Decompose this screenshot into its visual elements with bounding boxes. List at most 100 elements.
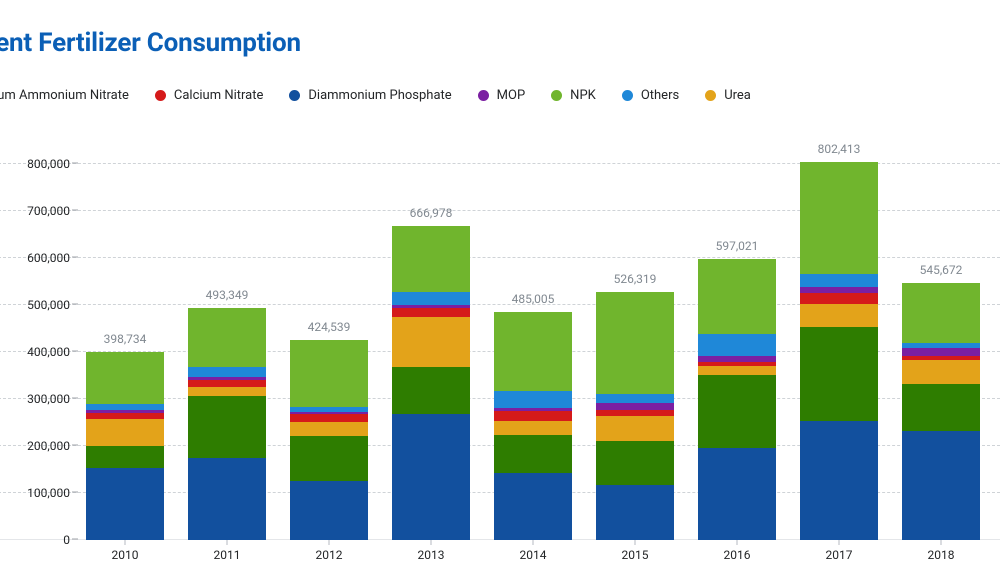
bar-total-label: 493,349 bbox=[206, 288, 249, 302]
legend-item: Diammonium Phosphate bbox=[289, 88, 451, 103]
bar-segment bbox=[902, 431, 980, 540]
legend-item: Others bbox=[622, 88, 679, 103]
bar-segment bbox=[290, 481, 368, 540]
bar-segment bbox=[800, 162, 878, 273]
x-tick-label: 2017 bbox=[826, 548, 853, 562]
bar-segment bbox=[188, 387, 266, 396]
x-tick-mark bbox=[227, 540, 228, 545]
legend-swatch bbox=[622, 90, 633, 101]
bar-segment bbox=[800, 327, 878, 421]
y-tick-mark bbox=[72, 209, 78, 210]
x-tick-mark bbox=[533, 540, 534, 545]
bar-segment bbox=[290, 436, 368, 481]
legend-item: Urea bbox=[705, 88, 751, 103]
y-tick-mark bbox=[72, 303, 78, 304]
bar-segment bbox=[698, 366, 776, 375]
bar-segment bbox=[902, 283, 980, 343]
bar-segment bbox=[596, 403, 674, 410]
bar-segment bbox=[188, 396, 266, 457]
legend-swatch bbox=[289, 90, 300, 101]
bar-segment bbox=[494, 411, 572, 421]
bar-segment bbox=[698, 362, 776, 366]
bar-segment bbox=[902, 384, 980, 431]
bar-segment bbox=[392, 308, 470, 317]
bar-segment bbox=[86, 468, 164, 540]
legend-swatch bbox=[705, 90, 716, 101]
bar-segment bbox=[392, 292, 470, 304]
x-tick-label: 2013 bbox=[418, 548, 445, 562]
bar-total-label: 545,672 bbox=[920, 263, 963, 277]
chart-title: parent Fertilizer Consumption bbox=[0, 28, 301, 58]
bar-total-label: 666,978 bbox=[410, 206, 453, 220]
y-tick-label: 200,000 bbox=[27, 439, 70, 453]
bar-segment bbox=[86, 352, 164, 403]
y-tick-label: 600,000 bbox=[27, 251, 70, 265]
bar-segment bbox=[698, 356, 776, 363]
x-tick-mark bbox=[737, 540, 738, 545]
legend-swatch bbox=[551, 90, 562, 101]
bar-segment bbox=[494, 408, 572, 411]
y-tick-label: 0 bbox=[63, 533, 70, 547]
x-tick-label: 2012 bbox=[316, 548, 343, 562]
bar-segment bbox=[494, 435, 572, 473]
y-tick-mark bbox=[72, 256, 78, 257]
bar-segment bbox=[86, 410, 164, 413]
bar-segment bbox=[392, 226, 470, 292]
bar-segment bbox=[188, 367, 266, 376]
bar-segment bbox=[596, 292, 674, 394]
bar-segment bbox=[290, 422, 368, 436]
y-tick-mark bbox=[72, 350, 78, 351]
bar-segment bbox=[596, 410, 674, 417]
bar-segment bbox=[188, 458, 266, 540]
bar-total-label: 526,319 bbox=[614, 272, 657, 286]
bar-segment bbox=[596, 416, 674, 440]
bar-segment bbox=[86, 413, 164, 419]
bar-segment bbox=[392, 414, 470, 540]
y-tick-mark bbox=[72, 162, 78, 163]
y-tick-mark bbox=[72, 444, 78, 445]
bar-segment bbox=[800, 287, 878, 294]
y-tick-label: 800,000 bbox=[27, 157, 70, 171]
bar-segment bbox=[392, 367, 470, 414]
bar-segment bbox=[902, 343, 980, 348]
bar-total-label: 485,005 bbox=[512, 292, 555, 306]
y-tick-label: 100,000 bbox=[27, 486, 70, 500]
legend-label: alcium Ammonium Nitrate bbox=[0, 88, 129, 103]
bar-total-label: 424,539 bbox=[308, 320, 351, 334]
legend-item: MOP bbox=[478, 88, 526, 103]
bar-segment bbox=[698, 375, 776, 448]
bar-segment bbox=[290, 407, 368, 412]
bar-segment bbox=[86, 419, 164, 446]
bar-segment bbox=[290, 412, 368, 414]
bar-total-label: 398,734 bbox=[104, 332, 147, 346]
x-tick-mark bbox=[125, 540, 126, 545]
x-tick-label: 2016 bbox=[724, 548, 751, 562]
legend-swatch bbox=[155, 90, 166, 101]
bar-segment bbox=[902, 356, 980, 361]
legend-item: alcium Ammonium Nitrate bbox=[0, 88, 129, 103]
y-tick-label: 400,000 bbox=[27, 345, 70, 359]
bar-segment bbox=[392, 305, 470, 308]
chart-legend: alcium Ammonium NitrateCalcium NitrateDi… bbox=[0, 88, 751, 103]
bar-segment bbox=[290, 414, 368, 422]
bar-total-label: 597,021 bbox=[716, 239, 759, 253]
y-tick-label: 300,000 bbox=[27, 392, 70, 406]
bar-segment bbox=[290, 340, 368, 407]
bar-segment bbox=[392, 317, 470, 366]
x-tick-mark bbox=[431, 540, 432, 545]
bar-segment bbox=[698, 334, 776, 355]
bar-segment bbox=[494, 391, 572, 408]
x-tick-mark bbox=[635, 540, 636, 545]
x-tick-mark bbox=[941, 540, 942, 545]
bar-segment bbox=[494, 312, 572, 391]
legend-label: NPK bbox=[570, 88, 596, 103]
x-tick-label: 2015 bbox=[622, 548, 649, 562]
legend-swatch bbox=[478, 90, 489, 101]
x-tick-label: 2014 bbox=[520, 548, 547, 562]
y-tick-label: 500,000 bbox=[27, 298, 70, 312]
legend-item: NPK bbox=[551, 88, 596, 103]
x-tick-mark bbox=[329, 540, 330, 545]
bar-segment bbox=[800, 421, 878, 540]
bar-segment bbox=[902, 360, 980, 384]
y-tick-mark bbox=[72, 539, 78, 540]
